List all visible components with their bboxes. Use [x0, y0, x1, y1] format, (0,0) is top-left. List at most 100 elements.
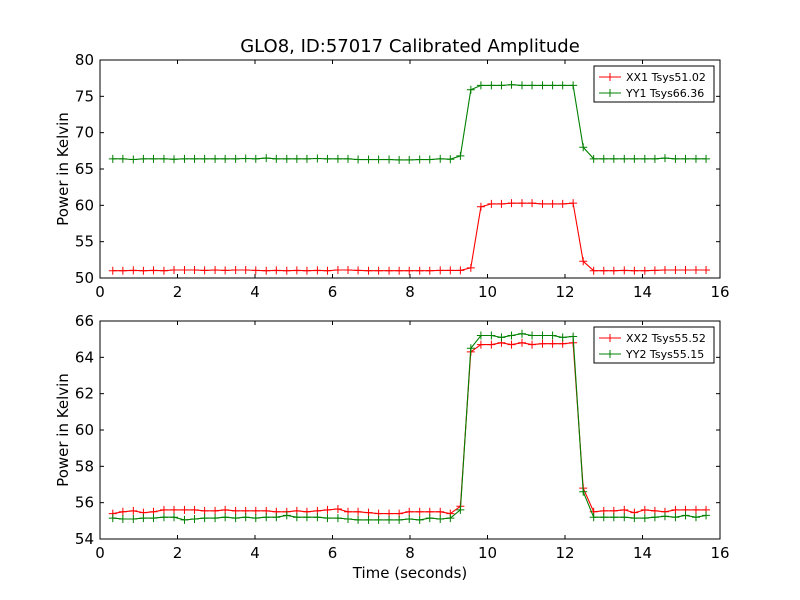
top-series-1-point	[118, 266, 127, 275]
bottom-y-tick-label: 66	[75, 312, 94, 330]
top-series-2-point	[129, 155, 138, 164]
top-series-1-point	[302, 266, 311, 275]
top-legend-marker-1	[606, 73, 614, 81]
bottom-series-2-point	[691, 513, 700, 522]
bottom-series-2-point	[354, 515, 363, 524]
bottom-series-1-point	[671, 505, 680, 514]
bottom-series-2-point	[262, 513, 271, 522]
top-series-1-point	[170, 266, 179, 275]
top-series-2-point	[364, 155, 373, 164]
top-x-tick-label: 2	[173, 283, 183, 301]
top-series-1-point	[139, 266, 148, 275]
top-series-2-point	[333, 154, 342, 163]
top-series-2-point	[108, 154, 117, 163]
bottom-series-1-point	[129, 506, 138, 515]
top-legend-label-2: YY1 Tsys66.36	[625, 87, 704, 100]
top-series-1-point	[446, 266, 455, 275]
top-series-1-point	[180, 266, 189, 275]
top-series-1-point	[415, 266, 424, 275]
top-series-2-point	[702, 154, 711, 163]
bottom-y-tick-label: 62	[75, 385, 94, 403]
top-series-1-point	[497, 199, 506, 208]
top-series-1-point	[425, 266, 434, 275]
top-x-tick-label: 12	[555, 283, 574, 301]
bottom-series-2-point	[425, 514, 434, 523]
bottom-series-2-point	[180, 515, 189, 524]
bottom-series-1-point	[538, 339, 547, 348]
bottom-series-2-point	[139, 514, 148, 523]
bottom-series-2-point	[702, 511, 711, 520]
bottom-series-2-point	[599, 513, 608, 522]
bottom-series-2-point	[436, 515, 445, 524]
bottom-x-tick-label: 4	[250, 544, 260, 562]
bottom-series-2-point	[681, 511, 690, 520]
bottom-series-2-point	[282, 511, 291, 520]
top-series-1-point	[385, 266, 394, 275]
bottom-series-2-point	[344, 515, 352, 524]
bottom-series-1-point	[507, 340, 516, 349]
top-series-2-point	[660, 154, 669, 163]
top-series-2-point	[241, 154, 250, 163]
top-series-1-point	[599, 266, 608, 275]
top-series-1-point	[190, 266, 199, 275]
bottom-series-2-point	[671, 513, 680, 522]
bottom-series-1-point	[364, 508, 373, 517]
top-series-2-point	[446, 155, 455, 164]
bottom-series-2-point	[660, 512, 669, 521]
top-series-2-point	[517, 81, 526, 90]
top-series-2-point	[579, 143, 588, 152]
top-series-1-point	[681, 266, 690, 275]
top-series-2-point	[272, 154, 281, 163]
top-y-tick-label: 60	[75, 196, 94, 214]
bottom-series-1-point	[323, 505, 332, 514]
top-series-1-point	[354, 266, 363, 275]
bottom-x-tick-label: 6	[328, 544, 338, 562]
bottom-series-2-point	[251, 514, 260, 523]
top-series-1-point	[262, 266, 271, 275]
bottom-series-2-point	[507, 331, 516, 340]
top-series-2-point	[200, 154, 209, 163]
top-y-axis-label: Power in Kelvin	[54, 112, 72, 226]
top-series-1-point	[436, 266, 445, 275]
bottom-series-1-point	[476, 340, 485, 349]
bottom-series-1-point	[517, 338, 526, 347]
bottom-series-1-point	[640, 505, 649, 514]
x-axis-label: Time (seconds)	[352, 564, 468, 582]
bottom-y-tick-label: 64	[75, 348, 94, 366]
bottom-x-tick-label: 8	[405, 544, 415, 562]
top-series-2-point	[691, 154, 700, 163]
top-series-1-point	[405, 266, 414, 275]
top-series-1-point	[282, 266, 291, 275]
bottom-series-2-point	[323, 514, 332, 523]
top-series-2-point	[354, 155, 363, 164]
bottom-series-2-point	[364, 515, 373, 524]
bottom-series-2-point	[292, 513, 301, 522]
bottom-series-2-point	[231, 514, 240, 523]
bottom-series-2-point	[446, 514, 455, 523]
top-series-2-point	[558, 81, 567, 90]
bottom-legend-marker-2	[606, 350, 614, 358]
bottom-panel: 0 2 4 6 8 10 12 14 16 54 56 58 60 62 64 66 Power in Kelv…	[54, 312, 730, 562]
bottom-y-tick-label: 54	[75, 530, 94, 548]
bottom-series-2-point	[211, 514, 220, 523]
bottom-series-1-point	[691, 505, 700, 514]
top-series-2-point	[170, 155, 179, 164]
bottom-legend: XX2 Tsys55.52 YY2 Tsys55.15	[593, 326, 715, 364]
top-x-tick-label: 4	[250, 283, 260, 301]
bottom-series-2-point	[221, 513, 230, 522]
top-series-1-point	[476, 202, 485, 211]
bottom-series-1-point	[528, 340, 537, 349]
bottom-legend-marker-1	[606, 334, 614, 342]
top-series-1-point	[660, 266, 669, 275]
top-series-2-point	[425, 155, 434, 164]
bottom-series-2-point	[456, 505, 465, 514]
top-series-2-point	[609, 154, 618, 163]
top-series-1-point	[374, 266, 383, 275]
bottom-series-2-point	[497, 333, 506, 342]
top-series-1-point	[691, 266, 700, 275]
top-series-2-point	[640, 154, 649, 163]
top-series-1-point	[548, 199, 557, 208]
bottom-series-2-point	[302, 513, 311, 522]
top-series-2-point	[620, 154, 629, 163]
